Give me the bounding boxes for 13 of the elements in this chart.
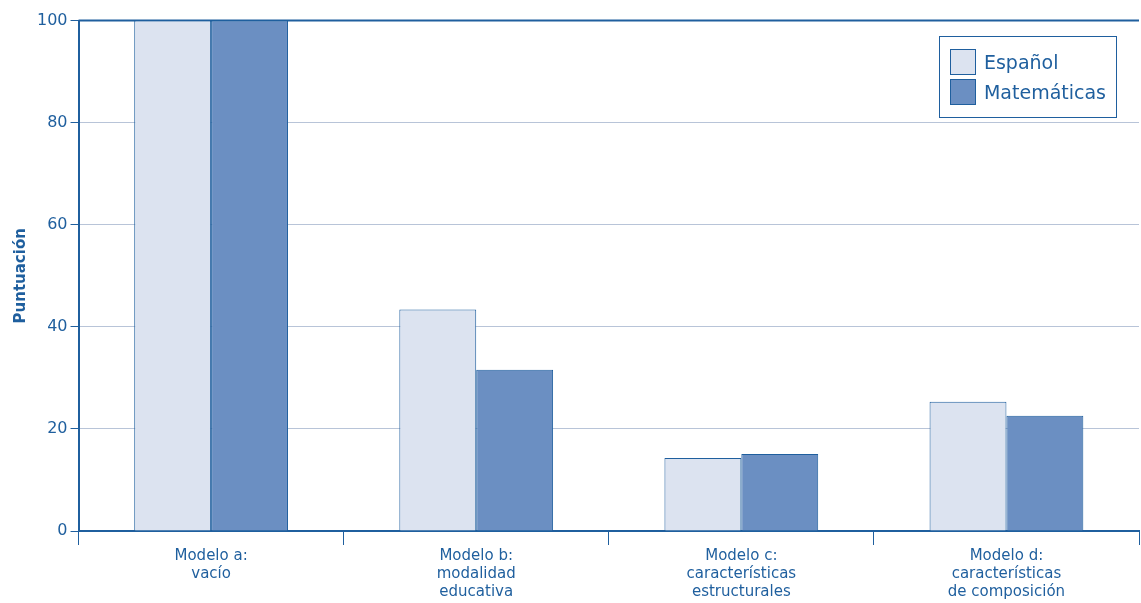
y-tick-label: 100	[36, 9, 68, 29]
y-axis-title: Puntuación	[10, 228, 29, 324]
y-tick-label: 60	[47, 213, 68, 233]
legend-label: Español	[983, 51, 1059, 73]
y-tick-label: 80	[47, 111, 68, 131]
x-tick-label: Modelo c: características estructurales	[686, 545, 797, 600]
y-tick-label: 0	[57, 520, 68, 540]
x-tick-label: Modelo d: características de composición	[947, 545, 1066, 600]
x-tick-label: Modelo b: modalidad educativa	[436, 545, 516, 600]
y-tick-label: 40	[47, 316, 68, 335]
x-tick-label: Modelo a: vacío	[174, 545, 248, 582]
legend-label: Matemáticas	[983, 81, 1106, 103]
y-tick-label: 20	[47, 418, 68, 438]
